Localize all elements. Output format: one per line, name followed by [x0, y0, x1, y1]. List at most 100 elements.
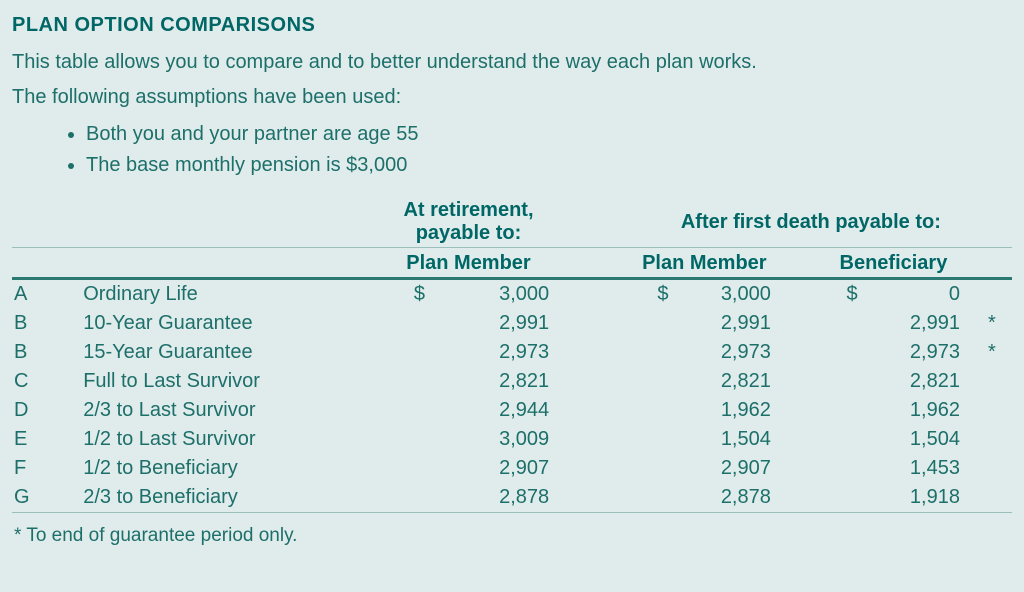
cell-currency: $ — [360, 279, 425, 310]
cell-currency — [799, 338, 858, 367]
cell-after-beneficiary: 2,821 — [858, 367, 988, 396]
assumption-item: The base monthly pension is $3,000 — [86, 150, 1012, 181]
plan-options-table: At retirement, payable to: After first d… — [12, 195, 1012, 513]
cell-plan-code: B — [12, 309, 77, 338]
page-container: PLAN OPTION COMPARISONS This table allow… — [0, 0, 1024, 557]
table-row: D2/3 to Last Survivor2,9441,9621,962 — [12, 396, 1012, 425]
cell-gap — [577, 483, 610, 513]
cell-currency — [610, 338, 669, 367]
cell-plan-name: 2/3 to Last Survivor — [77, 396, 360, 425]
cell-after-member: 2,821 — [668, 367, 798, 396]
cell-currency — [799, 367, 858, 396]
intro-line-1: This table allows you to compare and to … — [12, 47, 1012, 78]
cell-gap — [577, 279, 610, 310]
cell-currency — [360, 309, 425, 338]
table-row: E1/2 to Last Survivor 3,009 1,504 1,504 — [12, 425, 1012, 454]
cell-asterisk: * — [988, 338, 1012, 367]
assumptions-list: Both you and your partner are age 55 The… — [12, 119, 1012, 181]
table-group-header-row: At retirement, payable to: After first d… — [12, 195, 1012, 248]
cell-plan-code: C — [12, 367, 77, 396]
cell-retire-member: 2,944 — [425, 396, 577, 425]
cell-currency — [360, 396, 425, 425]
cell-currency — [799, 309, 858, 338]
cell-currency: $ — [610, 279, 669, 310]
cell-asterisk — [988, 367, 1012, 396]
cell-gap — [577, 309, 610, 338]
cell-after-beneficiary: 0 — [858, 279, 988, 310]
cell-currency — [360, 454, 425, 483]
cell-currency — [799, 425, 858, 454]
table-row: AOrdinary Life$3,000$3,000$0 — [12, 279, 1012, 310]
cell-plan-code: F — [12, 454, 77, 483]
cell-gap — [577, 454, 610, 483]
cell-asterisk — [988, 396, 1012, 425]
cell-plan-code: G — [12, 483, 77, 513]
cell-gap — [577, 396, 610, 425]
cell-currency — [360, 483, 425, 513]
cell-gap — [577, 425, 610, 454]
cell-plan-code: E — [12, 425, 77, 454]
cell-plan-name: 1/2 to Beneficiary — [77, 454, 360, 483]
footnote: * To end of guarantee period only. — [12, 525, 1012, 547]
cell-plan-code: B — [12, 338, 77, 367]
cell-currency — [610, 454, 669, 483]
group-header-after-death: After first death payable to: — [610, 195, 1012, 248]
cell-plan-name: 2/3 to Beneficiary — [77, 483, 360, 513]
cell-plan-name: 10-Year Guarantee — [77, 309, 360, 338]
cell-plan-name: Full to Last Survivor — [77, 367, 360, 396]
cell-gap — [577, 367, 610, 396]
table-row: B15-Year Guarantee2,9732,9732,973* — [12, 338, 1012, 367]
cell-currency — [610, 425, 669, 454]
cell-currency — [610, 483, 669, 513]
cell-asterisk — [988, 483, 1012, 513]
assumption-item: Both you and your partner are age 55 — [86, 119, 1012, 150]
cell-after-member: 2,991 — [668, 309, 798, 338]
cell-asterisk — [988, 279, 1012, 310]
cell-retire-member: 2,991 — [425, 309, 577, 338]
cell-after-beneficiary: 1,453 — [858, 454, 988, 483]
cell-currency — [610, 367, 669, 396]
cell-retire-member: 3,000 — [425, 279, 577, 310]
intro-line-2: The following assumptions have been used… — [12, 82, 1012, 113]
cell-after-member: 1,962 — [668, 396, 798, 425]
cell-after-beneficiary: 1,962 — [858, 396, 988, 425]
table-sub-header-row: Plan Member Plan Member Beneficiary — [12, 248, 1012, 279]
cell-plan-name: Ordinary Life — [77, 279, 360, 310]
plan-options-tbody: AOrdinary Life$3,000$3,000$0B10-Year Gua… — [12, 279, 1012, 513]
cell-plan-name: 1/2 to Last Survivor — [77, 425, 360, 454]
cell-gap — [577, 338, 610, 367]
cell-retire-member: 2,878 — [425, 483, 577, 513]
cell-retire-member: 3,009 — [425, 425, 577, 454]
group-header-retirement: At retirement, payable to: — [360, 195, 577, 248]
col-header-beneficiary: Beneficiary — [799, 248, 988, 279]
page-title: PLAN OPTION COMPARISONS — [12, 14, 1012, 37]
cell-currency — [360, 367, 425, 396]
cell-currency — [610, 396, 669, 425]
cell-after-member: 2,973 — [668, 338, 798, 367]
cell-after-beneficiary: 2,991 — [858, 309, 988, 338]
cell-after-beneficiary: 2,973 — [858, 338, 988, 367]
cell-currency — [799, 454, 858, 483]
cell-currency — [360, 338, 425, 367]
cell-currency — [610, 309, 669, 338]
table-row: B10-Year Guarantee2,9912,9912,991* — [12, 309, 1012, 338]
col-header-plan-member-1: Plan Member — [360, 248, 577, 279]
cell-after-member: 2,907 — [668, 454, 798, 483]
table-row: CFull to Last Survivor 2,821 2,821 2,821 — [12, 367, 1012, 396]
cell-retire-member: 2,973 — [425, 338, 577, 367]
cell-currency — [799, 483, 858, 513]
cell-retire-member: 2,907 — [425, 454, 577, 483]
cell-asterisk — [988, 454, 1012, 483]
cell-after-member: 1,504 — [668, 425, 798, 454]
cell-after-beneficiary: 1,918 — [858, 483, 988, 513]
cell-retire-member: 2,821 — [425, 367, 577, 396]
cell-currency: $ — [799, 279, 858, 310]
cell-currency — [360, 425, 425, 454]
table-row: F1/2 to Beneficiary 2,907 2,907 1,453 — [12, 454, 1012, 483]
col-header-plan-member-2: Plan Member — [610, 248, 799, 279]
cell-plan-name: 15-Year Guarantee — [77, 338, 360, 367]
cell-asterisk — [988, 425, 1012, 454]
cell-after-member: 3,000 — [668, 279, 798, 310]
cell-after-beneficiary: 1,504 — [858, 425, 988, 454]
cell-asterisk: * — [988, 309, 1012, 338]
